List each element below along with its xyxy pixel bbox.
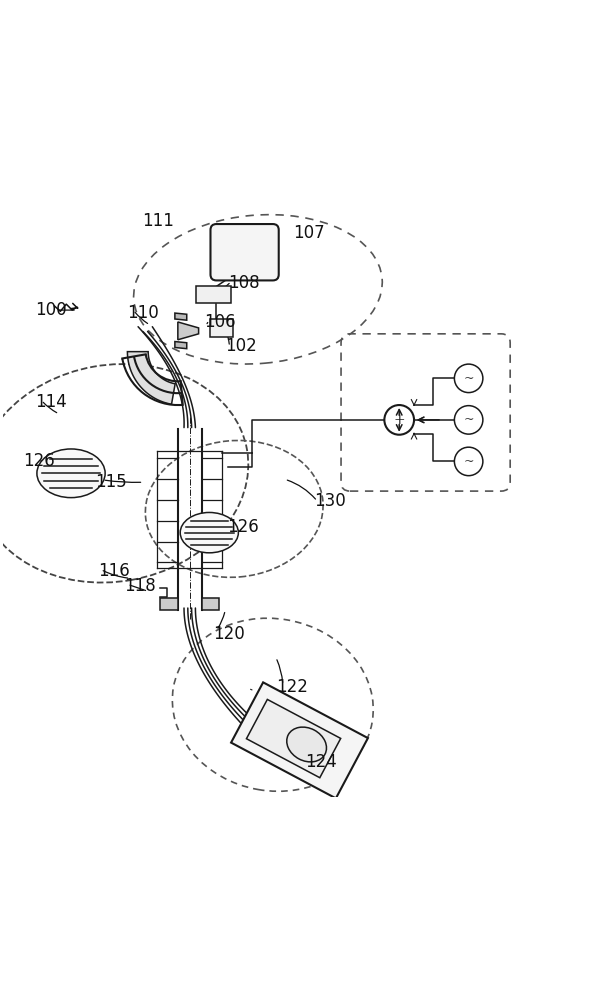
FancyBboxPatch shape: [210, 224, 279, 280]
Text: 106: 106: [204, 313, 236, 331]
Text: 124: 124: [305, 753, 337, 771]
Text: +: +: [394, 413, 405, 427]
Polygon shape: [175, 313, 187, 320]
Ellipse shape: [180, 512, 238, 553]
Polygon shape: [128, 352, 175, 404]
Text: 126: 126: [23, 452, 55, 470]
Ellipse shape: [287, 727, 326, 762]
Text: 122: 122: [276, 678, 308, 696]
Polygon shape: [175, 342, 187, 349]
Polygon shape: [231, 682, 368, 798]
Polygon shape: [246, 699, 341, 778]
Text: 115: 115: [95, 473, 126, 491]
Text: 100: 100: [35, 301, 67, 319]
FancyBboxPatch shape: [196, 286, 231, 303]
Polygon shape: [202, 598, 219, 610]
Text: ~: ~: [464, 455, 474, 468]
Text: 107: 107: [294, 224, 325, 242]
Text: ~: ~: [464, 372, 474, 385]
Text: 120: 120: [213, 625, 245, 643]
Text: 110: 110: [128, 304, 159, 322]
FancyBboxPatch shape: [210, 319, 233, 337]
Ellipse shape: [37, 449, 105, 498]
Polygon shape: [178, 322, 199, 340]
Text: 116: 116: [98, 562, 129, 580]
Text: 114: 114: [35, 393, 67, 411]
Text: ~: ~: [464, 413, 474, 426]
Text: 102: 102: [225, 337, 257, 355]
Text: 111: 111: [142, 212, 174, 230]
Text: 130: 130: [314, 492, 346, 510]
Polygon shape: [160, 598, 178, 610]
Text: 108: 108: [228, 274, 260, 292]
Text: 118: 118: [125, 577, 156, 595]
Text: 126: 126: [227, 518, 259, 536]
